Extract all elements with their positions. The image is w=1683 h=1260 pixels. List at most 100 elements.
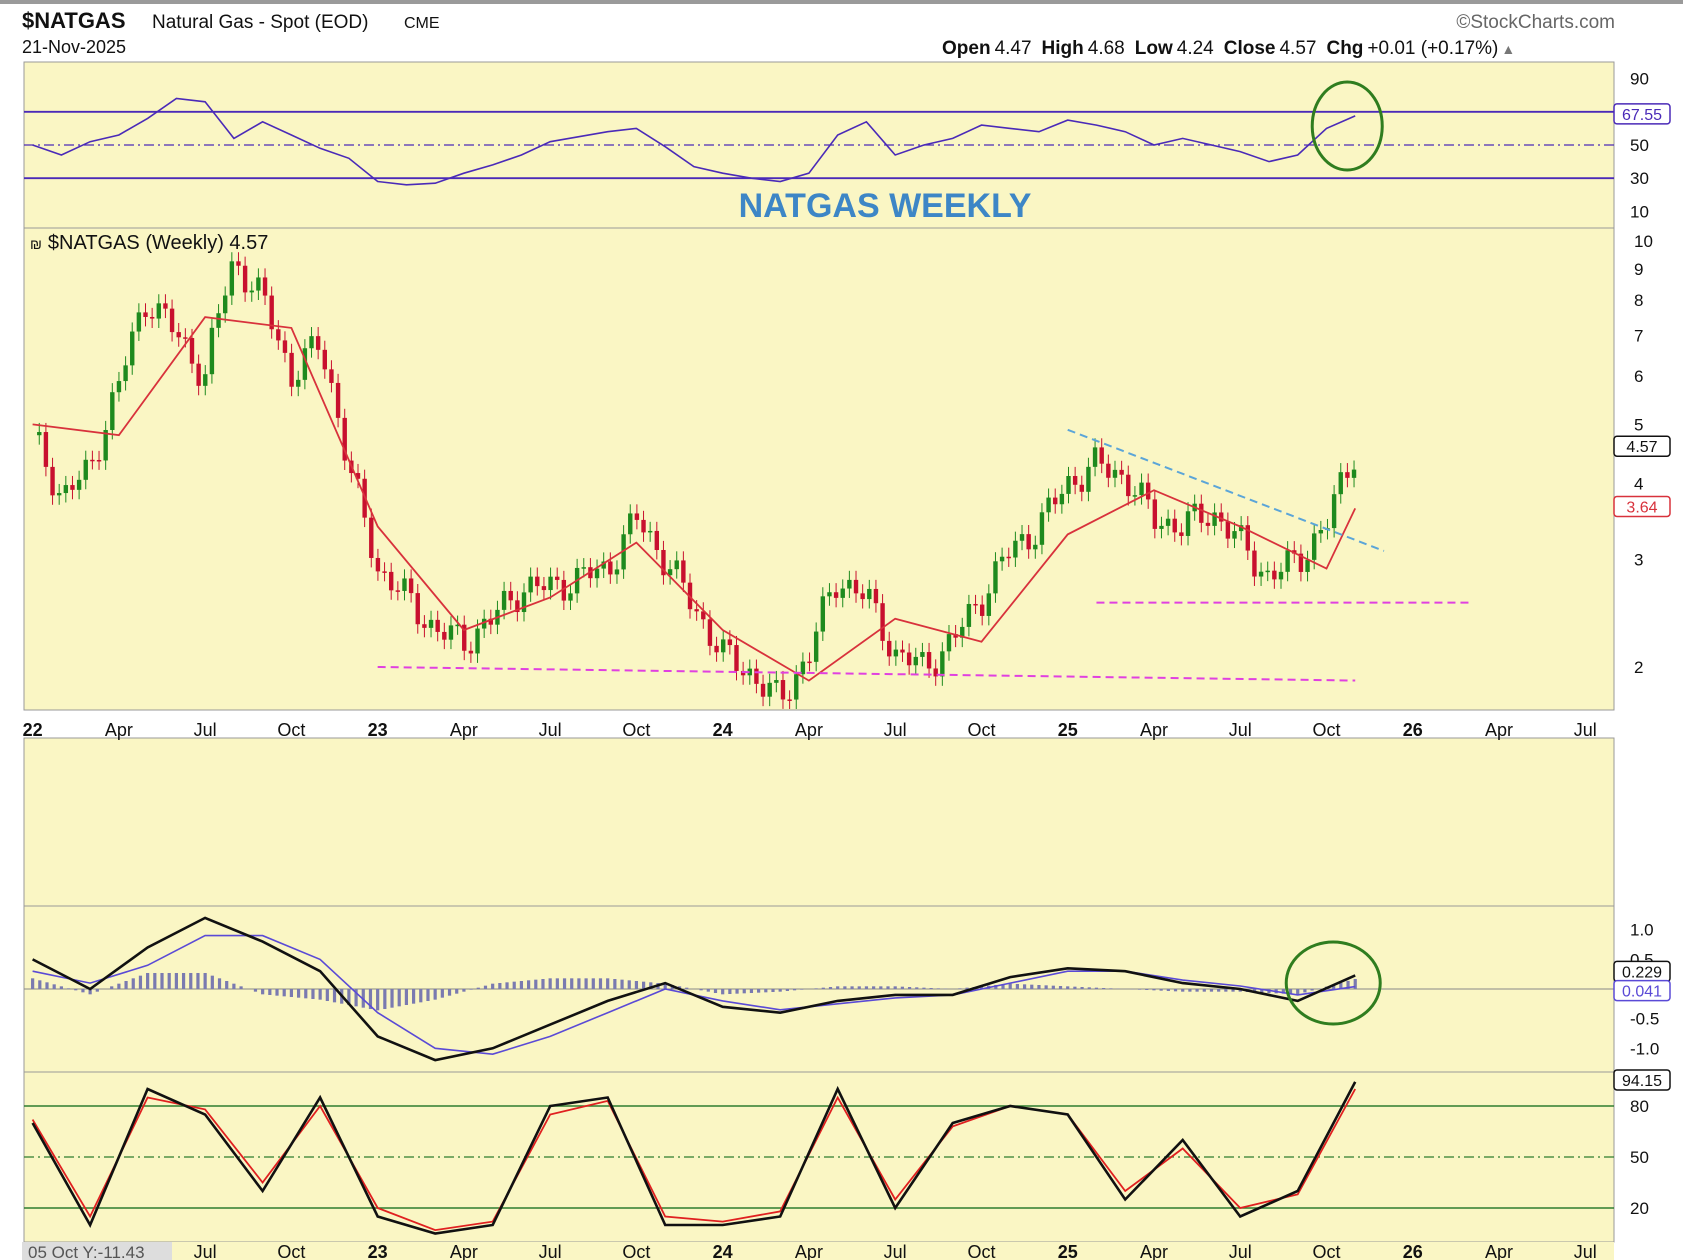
candle-body [382,571,387,573]
macd-histogram-bar [1066,986,1070,989]
price-xtick-2: Jul [194,720,217,740]
candle-body [282,340,288,353]
macd-histogram-bar [836,986,840,989]
macd-histogram-bar [110,986,114,989]
candle-body [428,619,434,628]
macd-histogram-bar [792,989,797,991]
price-xtick-10: Jul [884,720,907,740]
stoch-xtick-2: 23 [368,1242,388,1260]
chart-date: 21-Nov-2025 [22,37,126,57]
macd-line [32,916,1356,1062]
stoch-xtick-4: Jul [539,1242,562,1260]
macd-histogram-bar [1159,989,1163,991]
candle-icon: ₪ [30,236,42,252]
candle-body [860,593,865,600]
candle-body [1006,556,1011,559]
macd-histogram-bar [88,989,92,995]
candle-body [973,603,978,606]
macd-histogram-bar [1008,983,1012,989]
macd-histogram-bar [498,982,502,989]
moving-average-line [32,316,1357,682]
macd-histogram-bar [512,981,516,989]
candle-body [880,603,885,641]
brand-watermark: ©StockCharts.com [1456,12,1615,33]
candle-body [1139,482,1144,496]
candle-body [448,625,454,640]
candle-body [900,649,905,653]
stoch-xtick-9: Oct [967,1242,995,1260]
macd-histogram-bar [462,989,466,992]
candle-body [1199,503,1204,523]
price-legend: ₪ $NATGAS (Weekly) 4.57 [30,232,268,254]
macd-histogram-bar [1102,987,1106,989]
candle-body [508,590,513,601]
macd-histogram-bar [304,989,308,999]
candle-body [1318,530,1324,534]
high-value: 4.68 [1088,38,1125,59]
candle-body [754,668,759,684]
candle-body [674,560,679,570]
macd-histogram-bar [771,989,775,993]
candle-body [422,624,427,628]
candle-body [1179,532,1184,536]
macd-histogram-bar [922,987,926,989]
macd-histogram-bar [347,989,351,1006]
price-xtick-12: 25 [1058,720,1078,740]
ma-last-value: 3.64 [1626,499,1657,516]
candle-body [986,593,992,616]
price-xtick-3: Oct [277,720,305,740]
up-arrow-icon: ▲ [1501,41,1515,57]
stoch-xtick-6: 24 [713,1242,733,1260]
candle-body [442,631,447,640]
price-xtick-11: Oct [967,720,995,740]
candle-body [548,576,553,591]
macd-histogram-bar [1145,989,1149,991]
candle-body [979,604,985,616]
symbol-title: $NATGAS [22,8,126,33]
macd-histogram-bar [81,989,85,993]
candle-body [110,392,115,430]
macd-histogram-bar [1073,986,1077,989]
rsi-line [32,97,1356,186]
candle-body [681,560,686,583]
rsi-tick-30: 30 [1630,169,1649,188]
macd-histogram-bar [850,986,854,989]
price-tick-6: 6 [1634,367,1643,386]
macd-histogram-bar [721,989,725,995]
macd-histogram-bar [764,989,768,993]
candle-body [1033,544,1038,550]
macd-histogram-bar [491,983,495,989]
macd-histogram-bar [426,989,430,1002]
candle-body [169,308,175,333]
candle-body [621,534,626,570]
candle-body [342,417,347,461]
candle-body [966,603,972,627]
candle-body [946,634,952,652]
candle-body [1145,482,1151,500]
candle-body [83,459,88,480]
macd-histogram-bar [74,989,78,991]
macd-histogram-bar [1346,980,1350,989]
macd-histogram-bar [253,989,258,992]
macd-histogram-bar [390,989,394,1008]
macd-histogram-bar [958,988,962,989]
price-xtick-1: Apr [105,720,133,740]
stoch-xtick-16: Jul [1574,1242,1597,1260]
macd-histogram-bar [138,975,143,989]
macd-histogram-bar [828,986,833,989]
signal-last-value-box [1613,979,1671,1002]
macd-histogram-bar [1051,985,1055,989]
candle-body [667,569,673,576]
macd-histogram-bar [354,989,358,1007]
candle-body [1219,512,1224,522]
macd-histogram-bar [864,986,869,989]
candle-body [90,459,95,462]
macd-histogram-bar [146,972,150,989]
candle-body [701,611,706,620]
candle-body [920,652,925,657]
stoch-xtick-13: Oct [1312,1242,1340,1260]
price-xtick-6: Jul [539,720,562,740]
macd-histogram-bar [210,975,214,989]
macd-histogram-bar [757,989,761,993]
macd-histogram-bar [994,984,998,989]
